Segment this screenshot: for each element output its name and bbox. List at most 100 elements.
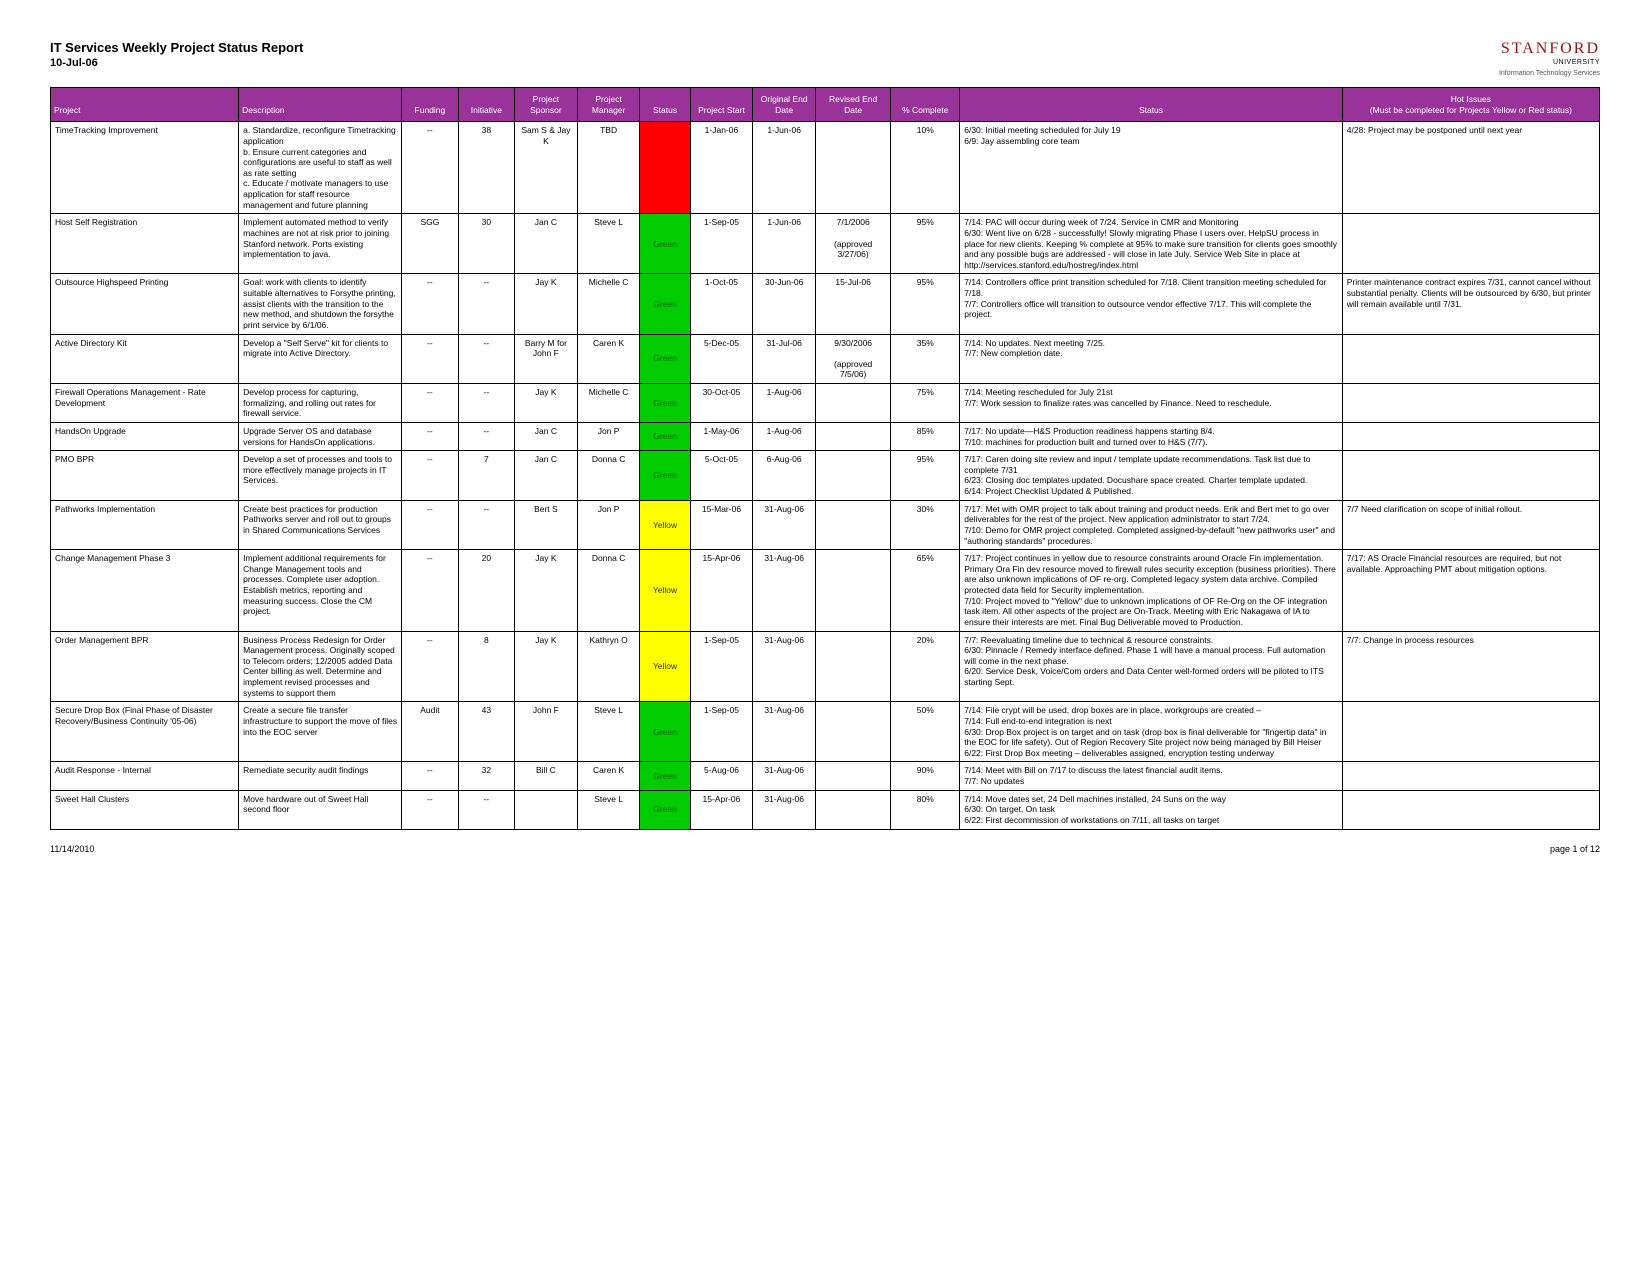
- cell-sponsor: Jay K: [515, 384, 578, 423]
- cell-manager: Michelle C: [577, 274, 640, 334]
- cell-hot: [1342, 702, 1599, 762]
- cell-funding: --: [402, 384, 458, 423]
- column-header: Revised End Date: [816, 88, 891, 122]
- table-row: Change Management Phase 3Implement addit…: [51, 550, 1600, 631]
- cell-status: Green: [640, 702, 690, 762]
- cell-manager: Steve L: [577, 702, 640, 762]
- cell-project: TimeTracking Improvement: [51, 122, 239, 214]
- cell-status: Green: [640, 274, 690, 334]
- report-footer: 11/14/2010 page 1 of 12: [50, 844, 1600, 854]
- table-row: Firewall Operations Management - Rate De…: [51, 384, 1600, 423]
- cell-project: Audit Response - Internal: [51, 762, 239, 790]
- cell-note: 7/17: Project continues in yellow due to…: [960, 550, 1343, 631]
- cell-project: Firewall Operations Management - Rate De…: [51, 384, 239, 423]
- cell-complete: 75%: [891, 384, 960, 423]
- cell-revised: 7/1/2006 (approved 3/27/06): [816, 214, 891, 274]
- cell-initiative: --: [458, 500, 514, 550]
- cell-hot: [1342, 790, 1599, 829]
- cell-project: PMO BPR: [51, 451, 239, 501]
- cell-revised: [816, 500, 891, 550]
- cell-initiative: --: [458, 334, 514, 384]
- cell-initiative: --: [458, 422, 514, 450]
- brand-sub: UNIVERSITY: [1499, 59, 1600, 66]
- report-title: IT Services Weekly Project Status Report: [50, 40, 303, 55]
- cell-manager: Steve L: [577, 790, 640, 829]
- column-header: Project Start: [690, 88, 753, 122]
- cell-start: 1-May-06: [690, 422, 753, 450]
- cell-project: Host Self Registration: [51, 214, 239, 274]
- cell-revised: 9/30/2006 (approved 7/5/06): [816, 334, 891, 384]
- cell-note: 7/17: No update—H&S Production readiness…: [960, 422, 1343, 450]
- cell-sponsor: Barry M for John F: [515, 334, 578, 384]
- cell-hot: 7/17: AS Oracle Financial resources are …: [1342, 550, 1599, 631]
- cell-end: 31-Aug-06: [753, 790, 816, 829]
- cell-sponsor: Sam S & Jay K: [515, 122, 578, 214]
- table-row: HandsOn UpgradeUpgrade Server OS and dat…: [51, 422, 1600, 450]
- cell-sponsor: Jan C: [515, 451, 578, 501]
- cell-start: 15-Mar-06: [690, 500, 753, 550]
- cell-funding: --: [402, 500, 458, 550]
- brand-tag: Information Technology Services: [1499, 70, 1600, 77]
- table-row: Pathworks ImplementationCreate best prac…: [51, 500, 1600, 550]
- cell-description: Move hardware out of Sweet Hall second f…: [239, 790, 402, 829]
- table-row: Host Self RegistrationImplement automate…: [51, 214, 1600, 274]
- cell-sponsor: John F: [515, 702, 578, 762]
- cell-note: 7/14: Meet with Bill on 7/17 to discuss …: [960, 762, 1343, 790]
- table-row: TimeTracking Improvementa. Standardize, …: [51, 122, 1600, 214]
- cell-status: Yellow: [640, 500, 690, 550]
- cell-initiative: 20: [458, 550, 514, 631]
- table-row: Sweet Hall ClustersMove hardware out of …: [51, 790, 1600, 829]
- cell-complete: 30%: [891, 500, 960, 550]
- cell-funding: --: [402, 762, 458, 790]
- cell-description: Implement additional requirements for Ch…: [239, 550, 402, 631]
- cell-end: 31-Jul-06: [753, 334, 816, 384]
- cell-end: 31-Aug-06: [753, 500, 816, 550]
- cell-end: 1-Jun-06: [753, 122, 816, 214]
- cell-initiative: --: [458, 790, 514, 829]
- cell-description: Business Process Redesign for Order Mana…: [239, 631, 402, 702]
- cell-revised: 15-Jul-06: [816, 274, 891, 334]
- cell-manager: Steve L: [577, 214, 640, 274]
- cell-note: 7/17: Met with OMR project to talk about…: [960, 500, 1343, 550]
- cell-status: Yellow: [640, 550, 690, 631]
- report-header: IT Services Weekly Project Status Report…: [50, 40, 1600, 77]
- title-block: IT Services Weekly Project Status Report…: [50, 40, 303, 69]
- column-header: Project Sponsor: [515, 88, 578, 122]
- cell-manager: Caren K: [577, 334, 640, 384]
- cell-funding: Audit: [402, 702, 458, 762]
- report-date: 10-Jul-06: [50, 57, 303, 69]
- cell-initiative: 7: [458, 451, 514, 501]
- cell-sponsor: Jan C: [515, 214, 578, 274]
- cell-manager: Donna C: [577, 550, 640, 631]
- cell-status: Green: [640, 334, 690, 384]
- cell-sponsor: Jay K: [515, 631, 578, 702]
- cell-description: a. Standardize, reconfigure Timetracking…: [239, 122, 402, 214]
- cell-end: 30-Jun-06: [753, 274, 816, 334]
- cell-project: HandsOn Upgrade: [51, 422, 239, 450]
- cell-note: 7/14: File crypt will be used, drop boxe…: [960, 702, 1343, 762]
- cell-complete: 95%: [891, 274, 960, 334]
- cell-project: Order Management BPR: [51, 631, 239, 702]
- cell-revised: [816, 762, 891, 790]
- footer-date: 11/14/2010: [50, 844, 94, 854]
- cell-initiative: 8: [458, 631, 514, 702]
- cell-hot: [1342, 384, 1599, 423]
- footer-page: page 1 of 12: [1550, 844, 1600, 854]
- column-header: Funding: [402, 88, 458, 122]
- cell-end: 31-Aug-06: [753, 762, 816, 790]
- cell-description: Create best practices for production Pat…: [239, 500, 402, 550]
- table-header: ProjectDescriptionFundingInitiativeProje…: [51, 88, 1600, 122]
- cell-note: 6/30: Initial meeting scheduled for July…: [960, 122, 1343, 214]
- cell-start: 5-Aug-06: [690, 762, 753, 790]
- column-header: Project Manager: [577, 88, 640, 122]
- status-table: ProjectDescriptionFundingInitiativeProje…: [50, 87, 1600, 830]
- cell-sponsor: Jan C: [515, 422, 578, 450]
- column-header: Hot Issues (Must be completed for Projec…: [1342, 88, 1599, 122]
- cell-start: 1-Sep-05: [690, 631, 753, 702]
- cell-hot: 4/28: Project may be postponed until nex…: [1342, 122, 1599, 214]
- cell-manager: Caren K: [577, 762, 640, 790]
- cell-initiative: 43: [458, 702, 514, 762]
- cell-hot: [1342, 214, 1599, 274]
- cell-status: Green: [640, 214, 690, 274]
- cell-description: Develop a set of processes and tools to …: [239, 451, 402, 501]
